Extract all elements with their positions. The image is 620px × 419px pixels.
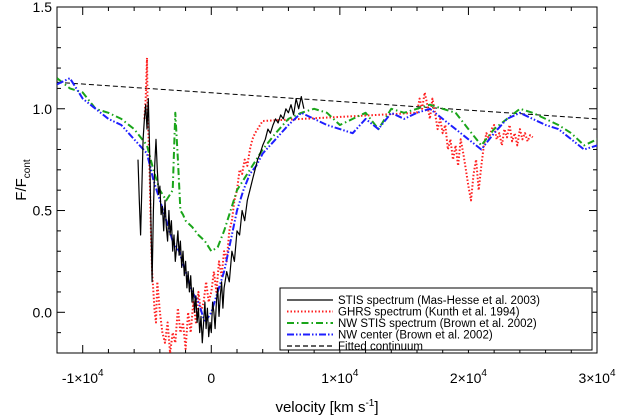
legend-label: NW center (Brown et al. 2002) — [338, 330, 493, 342]
x-tick-label: -1×104 — [62, 368, 104, 386]
x-axis-title: velocity [km s-1] — [275, 398, 378, 416]
x-tick-label: 1×104 — [321, 368, 359, 386]
legend-label: NW STIS spectrum (Brown et al. 2002) — [338, 318, 537, 330]
x-tick-label: 0 — [207, 370, 215, 386]
legend-box — [279, 287, 593, 351]
legend-label: STIS spectrum (Mas-Hesse et al. 2003) — [338, 295, 540, 307]
legend-label: Fitted continuum — [338, 341, 423, 353]
legend-label: GHRS spectrum (Kunth et al. 1994) — [338, 307, 520, 319]
y-tick-label: 0.0 — [33, 304, 53, 320]
y-tick-label: 1.0 — [33, 101, 53, 117]
x-tick-label: 2×104 — [450, 368, 488, 386]
x-tick-label: 3×104 — [578, 368, 616, 386]
series-line-0 — [137, 95, 305, 344]
plot-frame — [56, 6, 598, 354]
y-tick-label: 0.5 — [33, 203, 53, 219]
tick-labels: -1×104 0 1×104 2×104 3×104 0.0 0.5 1.0 1.5 — [33, 0, 616, 386]
series-line-3 — [57, 77, 597, 324]
legend: STIS spectrum (Mas-Hesse et al. 2003)GHR… — [279, 287, 593, 353]
series-group — [57, 56, 597, 353]
y-axis-title: F/Fcont — [13, 159, 33, 201]
y-tick-label: 1.5 — [33, 0, 53, 15]
axis-ticks — [56, 6, 598, 353]
